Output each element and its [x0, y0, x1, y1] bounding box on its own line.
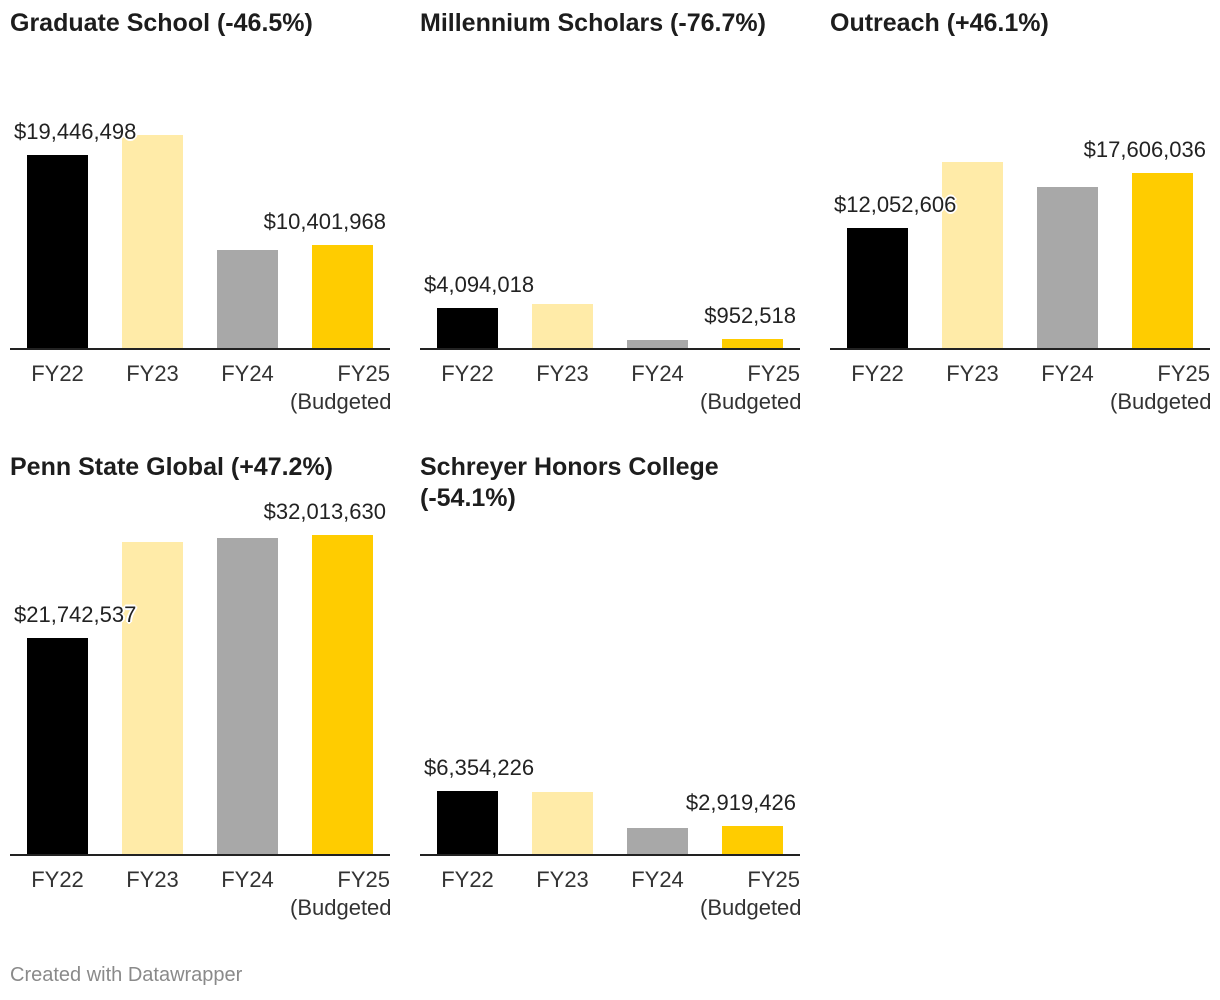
bar-fy22	[847, 228, 908, 349]
bar-fy23	[532, 304, 593, 349]
chart-panel: Penn State Global (+47.2%) FY22 FY23 FY24 FY…	[10, 444, 390, 924]
chart-title: Schreyer Honors College (-54.1%)	[420, 453, 719, 512]
x-tick-label: FY25 (Budgeted)	[700, 361, 800, 414]
x-tick-label: FY22	[851, 361, 904, 386]
data-label: $32,013,630	[263, 499, 386, 524]
bar-fy24	[217, 538, 278, 855]
x-tick-label: FY25 (Budgeted)	[1110, 361, 1210, 414]
x-tick-label: FY23	[536, 867, 589, 892]
data-label: $17,606,036	[1083, 137, 1206, 162]
x-tick-label: FY22	[441, 867, 494, 892]
x-tick-label: FY24	[221, 867, 274, 892]
x-tick-label: FY23	[126, 361, 179, 386]
data-label: $952,518	[704, 303, 796, 328]
x-tick-label: FY24	[631, 361, 684, 386]
x-tick-label: FY24	[221, 361, 274, 386]
bar-fy24	[217, 250, 278, 349]
data-label: $19,446,498	[14, 119, 137, 144]
bar-fy22	[27, 638, 88, 855]
chart-title: Outreach (+46.1%)	[830, 9, 1049, 37]
x-tick-label: FY25 (Budgeted)	[290, 867, 390, 920]
bar-fy24	[627, 340, 688, 349]
x-tick-label: FY25 (Budgeted)	[700, 867, 800, 920]
data-label: $10,401,968	[263, 209, 386, 234]
x-axis-line	[10, 854, 390, 856]
bar-fy24	[1037, 187, 1098, 349]
x-axis-line	[10, 348, 390, 350]
bar-fy23	[122, 542, 183, 855]
x-tick-label: FY22	[441, 361, 494, 386]
chart-title: Penn State Global (+47.2%)	[10, 453, 334, 481]
bar-fy25	[722, 826, 783, 855]
chart-title: Graduate School (-46.5%)	[10, 9, 313, 37]
x-axis-line	[830, 348, 1210, 350]
x-tick-label: FY25 (Budgeted)	[290, 361, 390, 414]
bar-fy23	[122, 135, 183, 349]
bar-fy24	[627, 828, 688, 855]
chart-panel: Graduate School (-46.5%) FY22 FY23 FY24 FY25…	[10, 0, 390, 480]
bar-fy22	[437, 791, 498, 855]
chart-panel: Millennium Scholars (-76.7%) FY22 FY23 FY24…	[420, 0, 800, 480]
bar-fy25	[1132, 173, 1193, 349]
bar-fy25	[312, 245, 373, 349]
data-label: $2,919,426	[685, 790, 796, 815]
x-tick-label: FY23	[126, 867, 179, 892]
data-label: $12,052,606	[834, 192, 957, 217]
bar-fy22	[27, 155, 88, 349]
x-tick-label: FY24	[631, 867, 684, 892]
bar-fy23	[532, 792, 593, 855]
data-label: $4,094,018	[424, 272, 535, 297]
datawrapper-credit: Created with Datawrapper	[10, 964, 243, 986]
x-tick-label: FY23	[946, 361, 999, 386]
x-tick-label: FY22	[31, 867, 84, 892]
x-tick-label: FY23	[536, 361, 589, 386]
chart-panel: Outreach (+46.1%) FY22 FY23 FY24 FY25 (Budget…	[830, 0, 1210, 480]
x-axis-line	[420, 348, 800, 350]
data-label: $6,354,226	[424, 755, 535, 780]
bar-fy23	[942, 162, 1003, 349]
chart-title: Millennium Scholars (-76.7%)	[420, 9, 766, 37]
bar-fy25	[312, 535, 373, 855]
chart-panel: Schreyer Honors College (-54.1%) FY22 FY23…	[420, 444, 800, 924]
bar-fy25	[722, 339, 783, 349]
x-tick-label: FY24	[1041, 361, 1094, 386]
data-label: $21,742,537	[14, 602, 137, 627]
x-axis-line	[420, 854, 800, 856]
x-tick-label: FY22	[31, 361, 84, 386]
bar-fy22	[437, 308, 498, 349]
